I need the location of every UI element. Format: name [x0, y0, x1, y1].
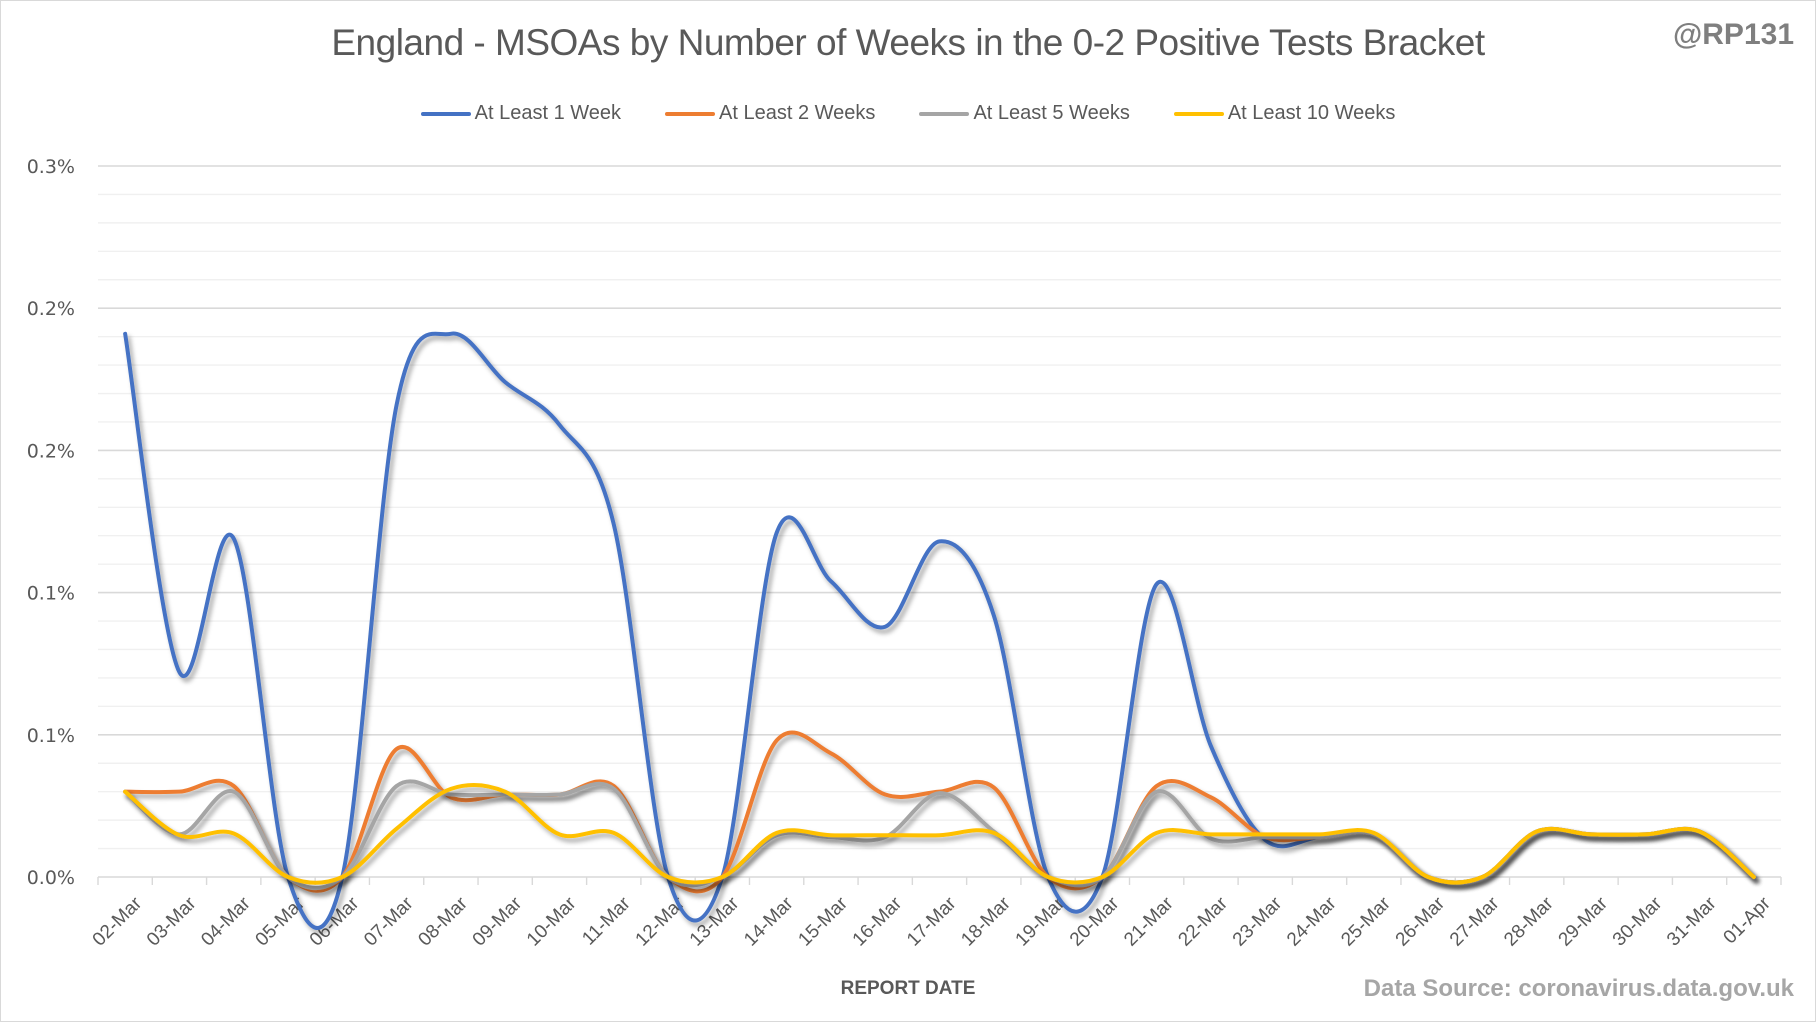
x-tick-label: 03-Mar — [143, 893, 201, 951]
legend-item-5-weeks[interactable]: At Least 5 Weeks — [919, 102, 1130, 125]
x-tick-label: 18-Mar — [957, 893, 1015, 951]
x-tick-label: 22-Mar — [1174, 893, 1232, 951]
legend-swatch-5-weeks — [919, 111, 970, 116]
y-tick-label: 0.2% — [27, 440, 75, 462]
y-tick-label: 0.3% — [27, 156, 75, 178]
legend-label: At Least 10 Weeks — [1227, 102, 1396, 124]
y-axis: 0.0% 0.1% 0.1% 0.2% 0.2% 0.3% — [27, 156, 75, 889]
x-tick-label: 12-Mar — [632, 893, 690, 951]
x-tick-label: 16-Mar — [849, 893, 907, 951]
series-line-at-least-2-weeks — [123, 730, 1756, 894]
legend-swatch-1-week — [420, 111, 471, 116]
x-tick-label: 29-Mar — [1555, 893, 1613, 951]
legend-item-10-weeks[interactable]: At Least 10 Weeks — [1173, 102, 1396, 125]
series-line-at-least-10-weeks — [123, 783, 1756, 885]
series-line-at-least-1-week — [123, 331, 1756, 930]
x-tick-label: 27-Mar — [1446, 893, 1504, 951]
legend-item-2-weeks[interactable]: At Least 2 Weeks — [665, 102, 875, 125]
y-tick-label: 0.0% — [27, 867, 75, 889]
x-tick-label: 14-Mar — [740, 893, 798, 951]
x-tick-label: 21-Mar — [1120, 893, 1178, 951]
y-tick-label: 0.2% — [27, 298, 75, 320]
x-tick-label: 20-Mar — [1066, 893, 1124, 951]
x-tick-label: 24-Mar — [1283, 893, 1341, 951]
legend-label: At Least 2 Weeks — [719, 102, 876, 124]
legend-item-1-week[interactable]: At Least 1 Week — [420, 102, 622, 125]
x-tick-label: 02-Mar — [89, 893, 147, 951]
legend-swatch-10-weeks — [1173, 111, 1224, 116]
data-source: Data Source: coronavirus.data.gov.uk — [1363, 975, 1794, 1002]
legend-label: At Least 5 Weeks — [973, 102, 1130, 124]
x-tick-label: 01-Apr — [1720, 893, 1776, 949]
x-tick-label: 30-Mar — [1609, 893, 1667, 951]
x-tick-label: 31-Mar — [1663, 893, 1721, 951]
x-tick-label: 23-Mar — [1229, 893, 1287, 951]
series-lines — [123, 331, 1756, 930]
y-tick-label: 0.1% — [27, 725, 75, 747]
legend-label: At Least 1 Week — [474, 102, 622, 124]
gridlines — [98, 165, 1781, 850]
author-handle: @RP131 — [1673, 18, 1794, 51]
chart-title: England - MSOAs by Number of Weeks in th… — [331, 22, 1485, 63]
x-tick-label: 26-Mar — [1392, 893, 1450, 951]
x-axis-title: REPORT DATE — [840, 978, 976, 999]
x-tick-label: 07-Mar — [360, 893, 418, 951]
x-tick-label: 11-Mar — [578, 893, 635, 950]
y-tick-label: 0.1% — [27, 583, 75, 605]
x-tick-label: 28-Mar — [1500, 893, 1558, 951]
x-tick-label: 17-Mar — [903, 893, 961, 951]
x-tick-label: 15-Mar — [794, 893, 852, 951]
x-tick-label: 04-Mar — [197, 893, 255, 951]
x-tick-label: 09-Mar — [469, 893, 527, 951]
legend: At Least 1 Week At Least 2 Weeks At Leas… — [0, 102, 1816, 125]
x-tick-label: 25-Mar — [1337, 893, 1395, 951]
x-tick-label: 08-Mar — [414, 893, 472, 951]
legend-swatch-2-weeks — [665, 111, 716, 116]
x-axis: 02-Mar03-Mar04-Mar05-Mar06-Mar07-Mar08-M… — [89, 876, 1782, 951]
x-tick-label: 10-Mar — [523, 893, 581, 951]
x-tick-label: 05-Mar — [252, 893, 310, 951]
